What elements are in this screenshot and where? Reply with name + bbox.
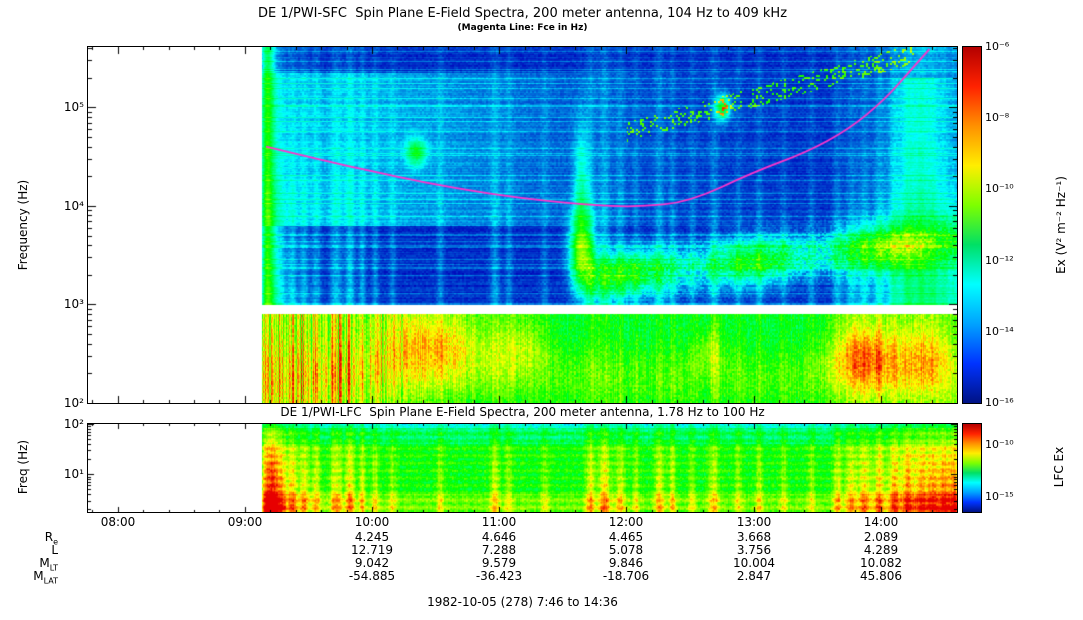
sfc-title: DE 1/PWI-SFC Spin Plane E-Field Spectra,…: [257, 6, 788, 21]
sfc-y-axis-label: Frequency (Hz): [16, 179, 30, 271]
ephemeris-value: -36.423: [475, 569, 523, 583]
ephemeris-row-label-re: Re: [44, 530, 58, 547]
xtick-1400: 14:00: [863, 515, 899, 529]
sfc-ytick-1e4: 10⁴: [63, 199, 84, 213]
ephemeris-value: 2.847: [736, 569, 772, 583]
sfc-ytick-1e3: 10³: [63, 297, 84, 311]
lfc-spectrogram-panel: [87, 423, 958, 513]
lfc-colorbar: [962, 423, 982, 513]
xtick-0900: 09:00: [227, 515, 263, 529]
date-range-footer: 1982-10-05 (278) 7:46 to 14:36: [427, 595, 618, 609]
ephemeris-value: 4.289: [863, 543, 899, 557]
xtick-1300: 13:00: [736, 515, 772, 529]
lfc-colorbar-label: LFC Ex: [1052, 446, 1066, 488]
ephemeris-value: 12.719: [351, 543, 393, 557]
sfc-colorbar-tick: 10⁻¹⁴: [985, 325, 1014, 338]
ephemeris-value: 45.806: [860, 569, 902, 583]
sfc-colorbar-tick: 10⁻⁸: [985, 111, 1010, 124]
sfc-colorbar-label: Ex (V² m⁻² Hz⁻¹): [1054, 176, 1068, 274]
sfc-colorbar-tick: 10⁻¹²: [985, 254, 1014, 267]
xtick-1100: 11:00: [481, 515, 517, 529]
ephemeris-row-label-l: L: [51, 543, 58, 557]
sfc-colorbar-tick: 10⁻¹⁶: [985, 396, 1014, 409]
ephemeris-value: -54.885: [348, 569, 396, 583]
ephemeris-value: 3.756: [736, 543, 772, 557]
ephemeris-value: 4.646: [481, 530, 517, 544]
lfc-ytick-1e1: 10¹: [63, 467, 84, 481]
ephemeris-row-label-mlat: MLAT: [33, 569, 58, 586]
ephemeris-row-label-mlt: MLT: [39, 556, 58, 573]
sfc-spectrogram-canvas: [88, 47, 957, 403]
lfc-colorbar-tick: 10⁻¹⁰: [985, 438, 1014, 451]
xtick-1000: 10:00: [354, 515, 390, 529]
ephemeris-value: 9.846: [608, 556, 644, 570]
ephemeris-value: 3.668: [736, 530, 772, 544]
ephemeris-value: 7.288: [481, 543, 517, 557]
sfc-ytick-1e2: 10²: [63, 396, 84, 410]
lfc-y-axis-label: Freq (Hz): [16, 439, 30, 495]
ephemeris-value: 5.078: [608, 543, 644, 557]
ephemeris-value: -18.706: [602, 569, 650, 583]
sfc-subtitle: (Magenta Line: Fce in Hz): [457, 23, 588, 33]
lfc-title: DE 1/PWI-LFC Spin Plane E-Field Spectra,…: [280, 405, 765, 419]
ephemeris-value: 4.465: [608, 530, 644, 544]
ephemeris-value: 4.245: [354, 530, 390, 544]
ephemeris-value: 9.579: [481, 556, 517, 570]
ephemeris-value: 10.004: [733, 556, 775, 570]
ephemeris-value: 2.089: [863, 530, 899, 544]
xtick-0800: 08:00: [100, 515, 136, 529]
sfc-colorbar-tick: 10⁻⁶: [985, 40, 1010, 53]
lfc-spectrogram-canvas: [88, 424, 957, 512]
ephemeris-value: 9.042: [354, 556, 390, 570]
xtick-1200: 12:00: [608, 515, 644, 529]
ephemeris-value: 10.082: [860, 556, 902, 570]
lfc-colorbar-tick: 10⁻¹⁵: [985, 490, 1014, 503]
sfc-spectrogram-panel: [87, 46, 958, 404]
lfc-ytick-1e2: 10²: [63, 417, 84, 431]
sfc-colorbar: [962, 46, 982, 404]
sfc-ytick-1e5: 10⁵: [63, 100, 84, 114]
sfc-colorbar-tick: 10⁻¹⁰: [985, 182, 1014, 195]
